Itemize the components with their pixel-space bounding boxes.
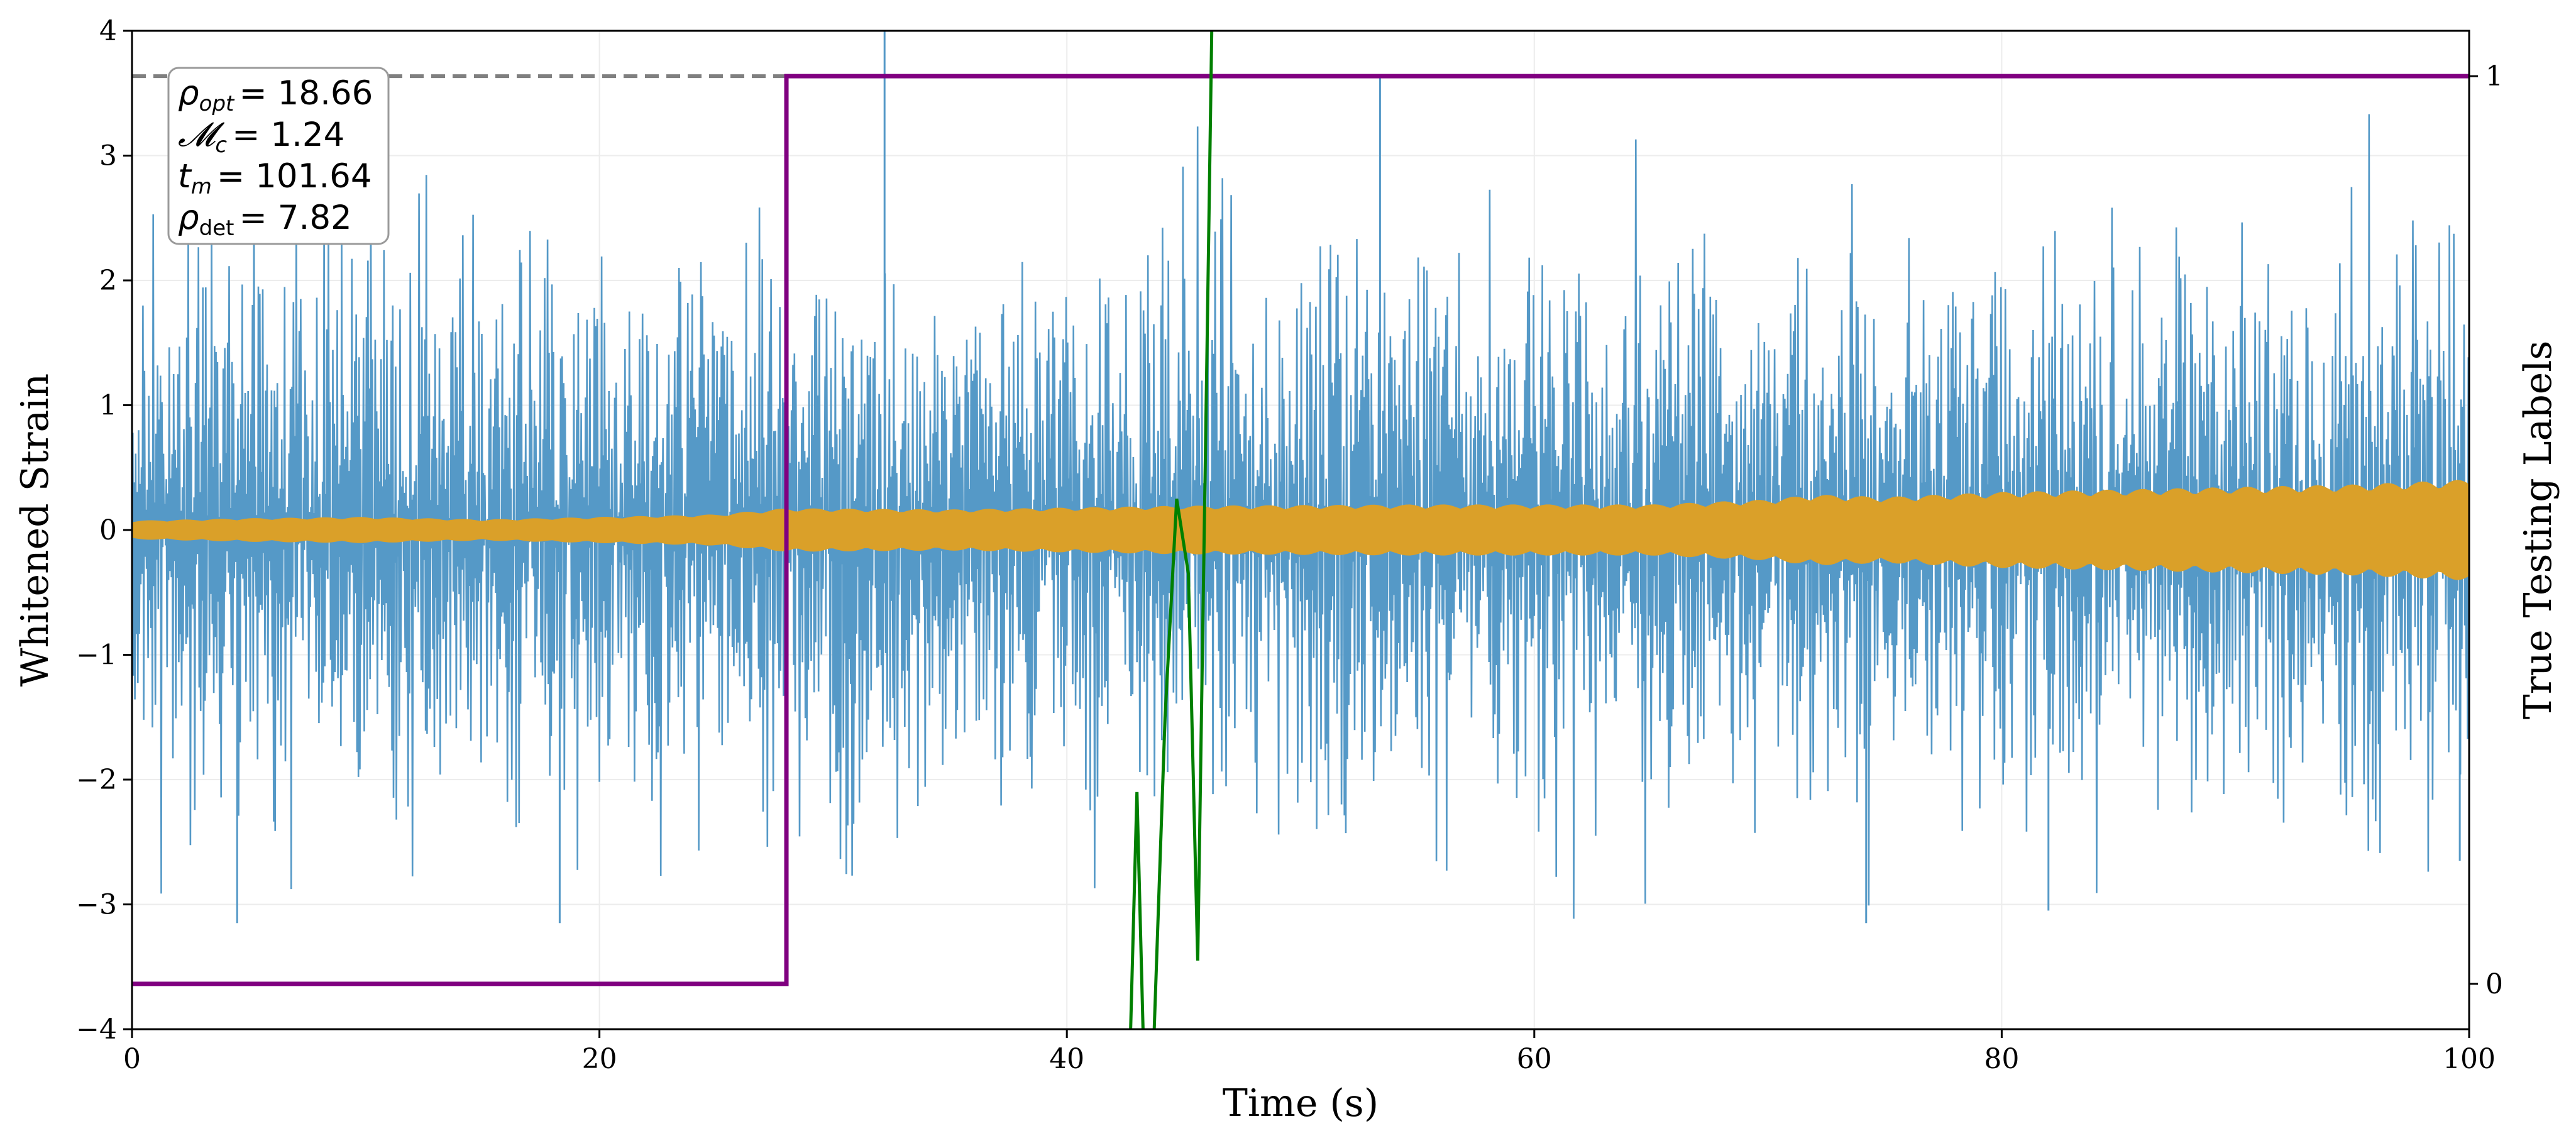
x-tick-label-3: 60 (1517, 1043, 1552, 1075)
y-axis-label: Whitened Strain (13, 373, 57, 687)
x-tick-label-0: 0 (123, 1043, 141, 1075)
x-tick-label-1: 20 (582, 1043, 617, 1075)
x-tick-label-2: 40 (1049, 1043, 1084, 1075)
y-right-tick-label-0: 0 (2485, 968, 2503, 1000)
info-line-0: ρopt = 18.66 (178, 74, 373, 116)
x-tick-label-5: 100 (2443, 1043, 2496, 1075)
prediction-series-line (1129, 31, 1214, 1029)
y-axis-right-label: True Testing Labels (2516, 341, 2560, 720)
signal-series-band (132, 480, 2469, 580)
y-tick-label-2: −2 (76, 764, 117, 796)
y-tick-label-8: 4 (99, 15, 117, 47)
y-tick-label-5: 1 (99, 390, 117, 422)
noise-series-line (132, 114, 2469, 919)
y-right-tick-label-1: 1 (2485, 60, 2503, 92)
y-tick-label-1: −3 (76, 889, 117, 921)
y-tick-label-4: 0 (99, 514, 117, 546)
info-box: ρopt = 18.66 𝓜c = 1.24 tm = 101.64 ρdet = 7.… (167, 67, 390, 245)
plot-area (132, 31, 2469, 1029)
info-box-frame (167, 67, 390, 245)
x-tick-label-4: 80 (1984, 1043, 2019, 1075)
y-tick-label-7: 3 (99, 140, 117, 172)
info-line-2: tm = 101.64 (178, 157, 372, 199)
y-tick-label-6: 2 (99, 265, 117, 297)
info-line-1: 𝓜c = 1.24 (178, 116, 344, 158)
y-tick-label-3: −1 (76, 639, 117, 671)
x-axis-label: Time (s) (1223, 1081, 1379, 1125)
info-line-3: ρdet = 7.82 (178, 199, 352, 241)
labels-series-line (132, 74, 2469, 986)
y-tick-label-0: −4 (76, 1013, 117, 1046)
